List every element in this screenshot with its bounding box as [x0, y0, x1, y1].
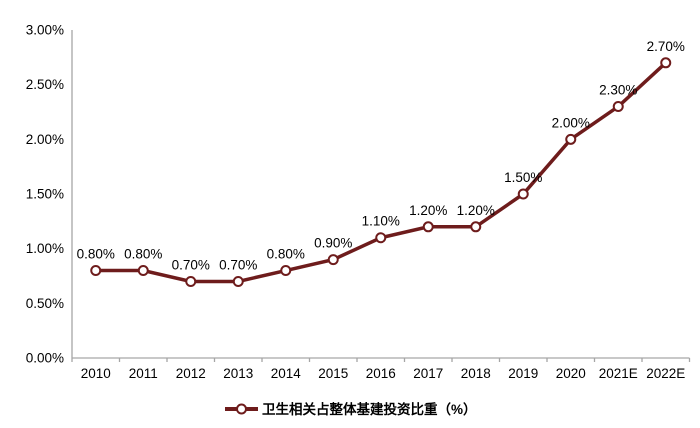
data-point-label: 0.70% — [172, 257, 210, 272]
data-point-label: 1.20% — [409, 203, 447, 218]
data-point-marker — [137, 265, 149, 277]
data-point-marker — [232, 275, 244, 287]
y-tick-label: 2.00% — [26, 132, 64, 147]
x-tick-label: 2021E — [599, 366, 638, 381]
x-tick-label: 2013 — [223, 366, 253, 381]
data-point-marker — [470, 221, 482, 233]
x-tick-label: 2012 — [176, 366, 206, 381]
data-point-label: 2.00% — [552, 115, 590, 130]
x-tick-label: 2015 — [318, 366, 348, 381]
legend: 卫生相关占整体基建投资比重（%） — [225, 401, 477, 417]
x-tick-label: 2019 — [508, 366, 538, 381]
data-point-marker — [517, 188, 529, 200]
x-tick-label: 2014 — [271, 366, 302, 381]
data-point-marker — [612, 101, 624, 113]
y-tick-label: 0.50% — [26, 296, 64, 311]
data-point-label: 0.90% — [314, 236, 352, 251]
data-point-label: 2.70% — [647, 39, 685, 54]
plot-layer: 0.00% 0.50% 1.00% 1.50% 2.00% 2.50% 3.00% 2010 2… — [26, 23, 691, 381]
x-tick-label: 2018 — [461, 366, 491, 381]
data-point-label: 2.30% — [599, 83, 637, 98]
trend-line — [95, 61, 667, 284]
x-tick-label: 2017 — [413, 366, 443, 381]
x-tick-label: 2010 — [81, 366, 111, 381]
y-tick-label: 0.00% — [26, 351, 64, 366]
data-point-marker — [185, 275, 197, 287]
data-point-marker — [375, 232, 387, 244]
y-tick-label: 1.50% — [26, 187, 64, 202]
data-point-label: 0.80% — [124, 247, 162, 262]
data-point-marker — [565, 133, 577, 145]
y-tick-label: 3.00% — [26, 23, 64, 38]
x-tick-label: 2011 — [129, 366, 158, 381]
data-point-label: 0.80% — [77, 247, 115, 262]
y-tick-label: 1.00% — [26, 241, 64, 256]
legend-series-label: 卫生相关占整体基建投资比重（%） — [262, 401, 477, 417]
data-point-label: 1.10% — [362, 214, 400, 229]
x-tick-label: 2022E — [646, 366, 685, 381]
data-point-label: 0.70% — [219, 257, 257, 272]
x-tick-label: 2016 — [366, 366, 396, 381]
data-point-marker — [327, 254, 339, 266]
data-point-marker — [280, 265, 292, 277]
data-point-marker — [660, 57, 672, 69]
data-point-label: 0.80% — [267, 247, 305, 262]
data-point-label: 1.50% — [504, 170, 542, 185]
legend-marker-icon — [236, 403, 247, 415]
y-tick-label: 2.50% — [26, 77, 64, 92]
data-point-marker — [422, 221, 434, 233]
data-point-label: 1.20% — [457, 203, 495, 218]
x-tick-label: 2020 — [556, 366, 586, 381]
data-point-marker — [90, 265, 102, 277]
